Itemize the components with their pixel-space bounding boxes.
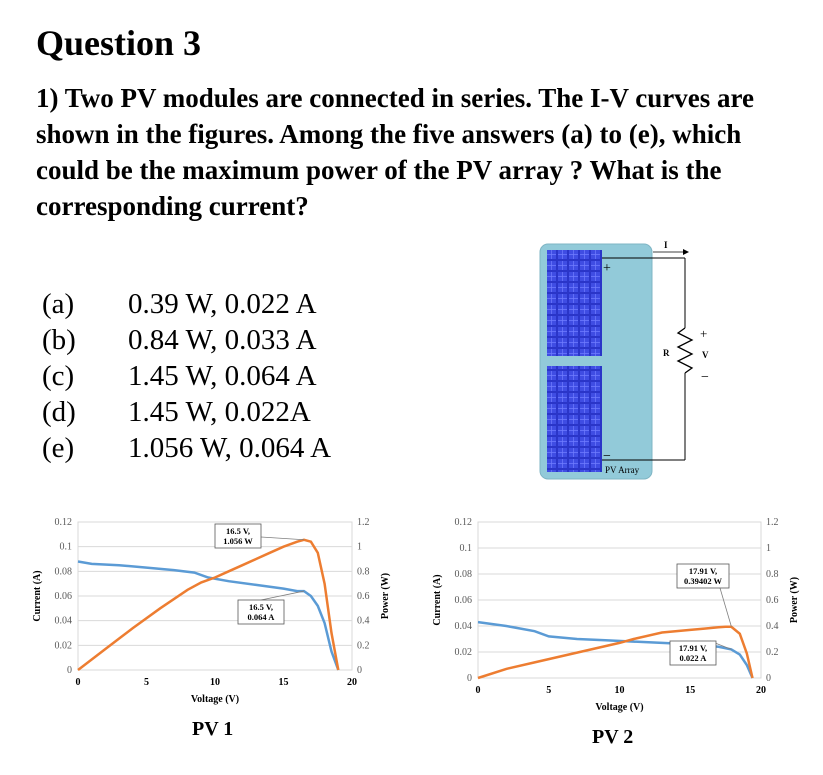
x-axis-label: Voltage (V)	[191, 694, 239, 705]
y-tick-label: 0.04	[455, 621, 473, 632]
option-text: 1.056 W, 0.064 A	[128, 431, 332, 464]
x-tick-label: 0	[476, 685, 481, 696]
resistor	[676, 327, 694, 374]
option-c[interactable]: (c) 1.45 W, 0.064 A	[42, 358, 331, 394]
array-label: PV Array	[605, 465, 640, 475]
voltage-plus: +	[700, 326, 707, 341]
annotation-box	[676, 563, 730, 589]
annotation-text: 0.064 A	[248, 612, 276, 622]
x-axis-label: Voltage (V)	[595, 702, 643, 713]
y2-tick-label: 1.2	[357, 517, 370, 528]
y2-axis-label: Power (W)	[380, 573, 391, 619]
y2-tick-label: 0	[766, 673, 771, 684]
pv-module-bottom	[547, 366, 602, 472]
annotation-text: 0.022 A	[680, 653, 708, 663]
annotation-box	[214, 523, 262, 549]
y2-axis-label: Power (W)	[789, 577, 800, 623]
x-tick-label: 10	[615, 685, 625, 696]
annotation-leader	[260, 536, 305, 541]
voltage-minus: −	[701, 370, 709, 385]
option-letter: (c)	[42, 359, 75, 392]
annotation-text: 16.5 V,	[249, 602, 273, 612]
pv2-label: PV 2	[592, 726, 634, 748]
y2-tick-label: 1	[766, 543, 771, 554]
y-tick-label: 0.06	[455, 595, 473, 606]
current-series-line	[77, 560, 340, 671]
option-a[interactable]: (a) 0.39 W, 0.022 A	[42, 286, 331, 322]
y-tick-label: 0.1	[60, 542, 73, 553]
y-tick-label: 0.02	[455, 647, 473, 658]
question-text: 1) Two PV modules are connected in serie…	[36, 83, 754, 221]
y-tick-label: 0	[467, 673, 472, 684]
answer-options: (a) 0.39 W, 0.022 A (b) 0.84 W, 0.033 A (c…	[42, 286, 331, 466]
y2-tick-label: 0.4	[766, 621, 779, 632]
y2-tick-label: 0.8	[766, 569, 779, 580]
y-tick-label: 0.12	[455, 517, 473, 528]
annotation-box	[669, 640, 717, 666]
y-tick-label: 0.08	[455, 569, 473, 580]
annotation-box	[237, 599, 285, 625]
y2-tick-label: 0.6	[766, 595, 779, 606]
y2-tick-label: 0	[357, 665, 362, 676]
pv-array-diagram: I R + V − + − PV Array	[539, 240, 709, 480]
x-tick-label: 5	[144, 677, 149, 688]
y-tick-label: 0	[67, 665, 72, 676]
y-tick-label: 0.08	[55, 566, 73, 577]
option-text: 0.84 W, 0.033 A	[128, 323, 317, 356]
option-letter: (e)	[42, 431, 75, 464]
x-tick-label: 5	[546, 685, 551, 696]
y-axis-label: Current (A)	[432, 574, 443, 625]
option-e[interactable]: (e) 1.056 W, 0.064 A	[42, 430, 331, 466]
annotation-text: 16.5 V,	[226, 526, 250, 536]
x-tick-label: 15	[685, 685, 695, 696]
pv-module-top	[547, 250, 602, 356]
x-tick-label: 10	[210, 677, 220, 688]
option-letter: (b)	[42, 323, 76, 356]
x-tick-label: 15	[279, 677, 289, 688]
y-tick-label: 0.12	[55, 517, 73, 528]
module-minus: −	[603, 449, 611, 464]
y-tick-label: 0.02	[55, 640, 73, 651]
y2-tick-label: 0.2	[357, 640, 370, 651]
option-letter: (d)	[42, 395, 76, 428]
option-text: 0.39 W, 0.022 A	[128, 287, 317, 320]
power-series-line	[77, 538, 340, 671]
annotation-text: 0.39402 W	[684, 576, 723, 586]
option-d[interactable]: (d) 1.45 W, 0.022A	[42, 394, 331, 430]
y2-tick-label: 0.4	[357, 616, 370, 627]
y-axis-label: Current (A)	[32, 570, 43, 621]
voltage-label: V	[702, 350, 709, 360]
y-tick-label: 0.1	[460, 543, 473, 554]
current-series-line	[477, 620, 754, 679]
option-b[interactable]: (b) 0.84 W, 0.033 A	[42, 322, 331, 358]
power-series-line	[477, 625, 754, 680]
pv1-label: PV 1	[192, 718, 234, 740]
module-plus: +	[603, 261, 611, 276]
page-title: Question 3	[36, 23, 202, 63]
option-text: 1.45 W, 0.064 A	[128, 359, 317, 392]
pv1-chart: 0 0.02 0.04 0.06 0.08 0.1 0.12 0 0.2 0.4 0.6 0.8 1 1.…	[32, 517, 391, 705]
current-arrow-icon	[683, 249, 689, 255]
pv2-chart: 0 0.02 0.04 0.06 0.08 0.1 0.12 0 0.2 0.4 0.6 0.8 1 1.…	[432, 517, 800, 713]
annotation-leader	[719, 587, 732, 627]
option-letter: (a)	[42, 287, 75, 320]
current-label: I	[664, 240, 668, 250]
y2-tick-label: 0.2	[766, 647, 779, 658]
y-tick-label: 0.04	[55, 616, 73, 627]
x-tick-label: 20	[756, 685, 766, 696]
x-tick-label: 20	[347, 677, 357, 688]
y2-tick-label: 1.2	[766, 517, 779, 528]
y2-tick-label: 0.8	[357, 566, 370, 577]
x-tick-label: 0	[76, 677, 81, 688]
y2-tick-label: 1	[357, 542, 362, 553]
y-tick-label: 0.06	[55, 591, 73, 602]
option-text: 1.45 W, 0.022A	[128, 395, 311, 428]
y2-tick-label: 0.6	[357, 591, 370, 602]
annotation-text: 1.056 W	[223, 536, 253, 546]
annotation-leader	[260, 590, 305, 601]
annotation-text: 17.91 V,	[689, 566, 717, 576]
resistor-label: R	[663, 348, 670, 358]
annotation-text: 17.91 V,	[679, 643, 707, 653]
